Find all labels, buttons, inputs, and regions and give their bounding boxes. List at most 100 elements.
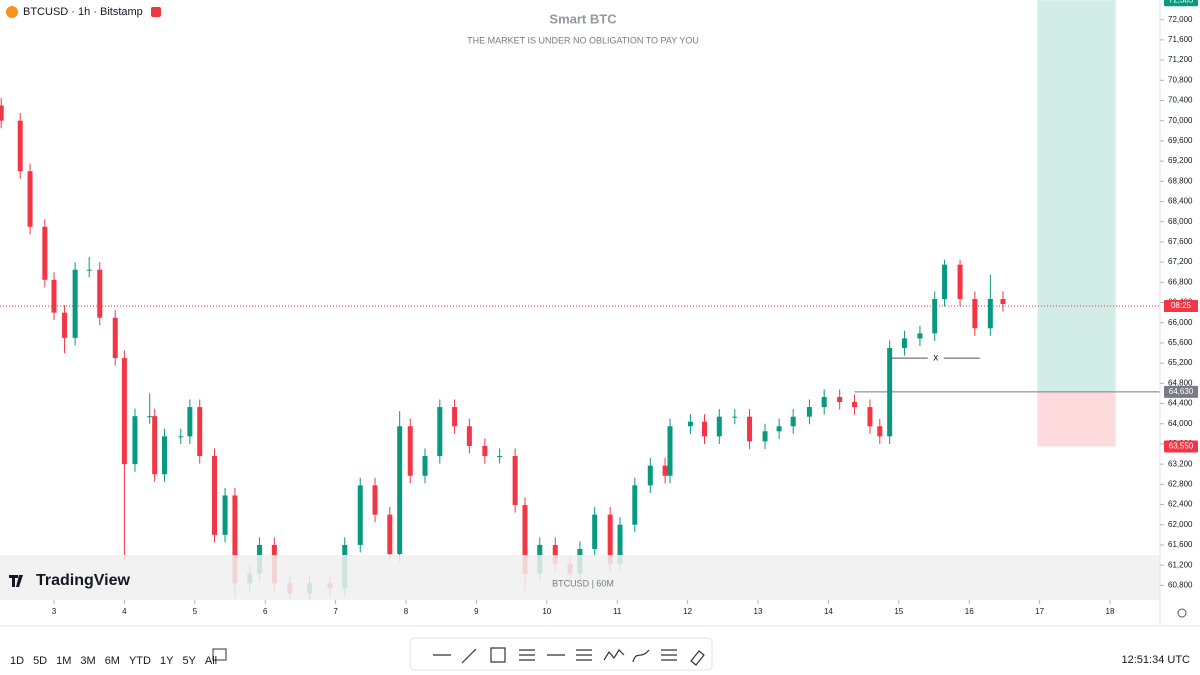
tool-icon[interactable] (690, 650, 705, 666)
range-button[interactable]: All (205, 655, 217, 667)
candle-body (851, 402, 857, 408)
tool-icon[interactable] (661, 649, 677, 661)
x-tick-label: 9 (474, 607, 479, 616)
y-tick-label: 63,200 (1168, 459, 1193, 468)
y-tick-label: 69,200 (1168, 156, 1193, 165)
candle-body (197, 407, 203, 457)
tool-icon[interactable] (461, 648, 477, 664)
x-tick-label: 17 (1035, 607, 1044, 616)
candle-body (662, 465, 668, 476)
plot-area: x (0, 0, 1160, 600)
candle-body (497, 456, 503, 458)
y-tick-label: 64,400 (1168, 399, 1193, 408)
candle-body (607, 514, 613, 564)
candle-body (747, 416, 753, 442)
watermark-logo: TradingView (36, 572, 131, 589)
settings-icon[interactable] (1177, 608, 1187, 618)
y-tick-label: 67,200 (1168, 257, 1193, 266)
candle-body (86, 269, 92, 271)
candle-body (552, 544, 558, 564)
candle-body (592, 514, 598, 549)
candle-body (901, 338, 907, 348)
date-range-icon[interactable] (212, 648, 227, 661)
x-tick-label: 12 (683, 607, 692, 616)
x-tick-label: 18 (1106, 607, 1115, 616)
y-tick-label: 66,800 (1168, 277, 1193, 286)
range-button[interactable]: 6M (105, 655, 120, 667)
x-tick-label: 10 (542, 607, 551, 616)
price-label-box (1164, 385, 1198, 398)
chart-title: Smart BTC (549, 11, 617, 26)
y-tick-label: 70,800 (1168, 75, 1193, 84)
status-badge (151, 7, 161, 17)
candle-body (132, 416, 138, 465)
candle-body (887, 347, 893, 437)
candle-body (232, 495, 238, 584)
symbol[interactable]: BTCUSD · 1h · Bitstamp (23, 6, 143, 18)
countdown-box (1164, 300, 1198, 313)
candle-body (617, 524, 623, 564)
y-tick-label: 67,600 (1168, 237, 1193, 246)
x-tick-label: 4 (122, 607, 127, 616)
tool-icon[interactable] (519, 649, 535, 661)
x-tick-label: 3 (52, 607, 57, 616)
x-tick-label: 16 (965, 607, 974, 616)
tool-icon[interactable] (490, 647, 506, 663)
candle-body (806, 407, 812, 417)
candle-body (357, 485, 363, 545)
annotation-text: x (933, 353, 938, 364)
y-tick-label: 70,000 (1168, 116, 1193, 125)
x-tick-label: 8 (404, 607, 409, 616)
candle-body (17, 120, 23, 172)
candle-body (121, 358, 127, 465)
y-tick-label: 65,600 (1168, 338, 1193, 347)
candle-body (790, 416, 796, 427)
y-tick-label: 62,400 (1168, 500, 1193, 509)
price-label-box (1164, 0, 1198, 7)
y-tick-label: 71,200 (1168, 55, 1193, 64)
candle-body (407, 426, 413, 476)
range-button[interactable]: 1Y (160, 655, 174, 667)
candle-body (178, 436, 184, 438)
tool-icon[interactable] (603, 649, 625, 661)
y-tick-label: 66,000 (1168, 318, 1193, 327)
range-button[interactable]: 1M (56, 655, 71, 667)
candle-body (387, 514, 393, 555)
y-tick-label: 64,800 (1168, 378, 1193, 387)
candle-body (452, 407, 458, 427)
candle-body (867, 407, 873, 427)
candle-body (732, 416, 738, 418)
candle-body (422, 456, 428, 476)
range-button[interactable]: 3M (80, 655, 95, 667)
y-tick-label: 62,000 (1168, 520, 1193, 529)
y-tick-label: 61,200 (1168, 560, 1193, 569)
range-button[interactable]: YTD (129, 655, 151, 667)
y-tick-label: 60,800 (1168, 580, 1193, 589)
candle-body (42, 226, 48, 280)
range-button[interactable]: 5D (33, 655, 47, 667)
tool-icon[interactable] (632, 649, 650, 663)
symbol-icon (6, 6, 18, 18)
candle-body (437, 407, 443, 457)
x-tick-label: 7 (333, 607, 338, 616)
candle-body (162, 436, 168, 475)
candle-body (972, 298, 978, 329)
x-tick-label: 15 (894, 607, 903, 616)
candle-body (372, 485, 378, 515)
candle-body (647, 465, 653, 486)
candle-body (512, 456, 518, 506)
range-button[interactable]: 1D (10, 655, 24, 667)
candle-body (112, 317, 118, 359)
candle-body (987, 298, 993, 329)
candle-body (222, 495, 228, 535)
candle-body (687, 421, 693, 427)
footer: 12:51:34 UTC 1D 5D 1M 3M 6M YTD 1Y 5Y All (10, 637, 1190, 671)
tool-icon[interactable] (576, 649, 592, 661)
drawing-toolbar (409, 637, 713, 671)
range-button[interactable]: 5Y (182, 655, 196, 667)
candle-body (837, 396, 843, 403)
x-tick-label: 5 (193, 607, 198, 616)
candle-body (957, 264, 963, 299)
candle-body (716, 416, 722, 437)
